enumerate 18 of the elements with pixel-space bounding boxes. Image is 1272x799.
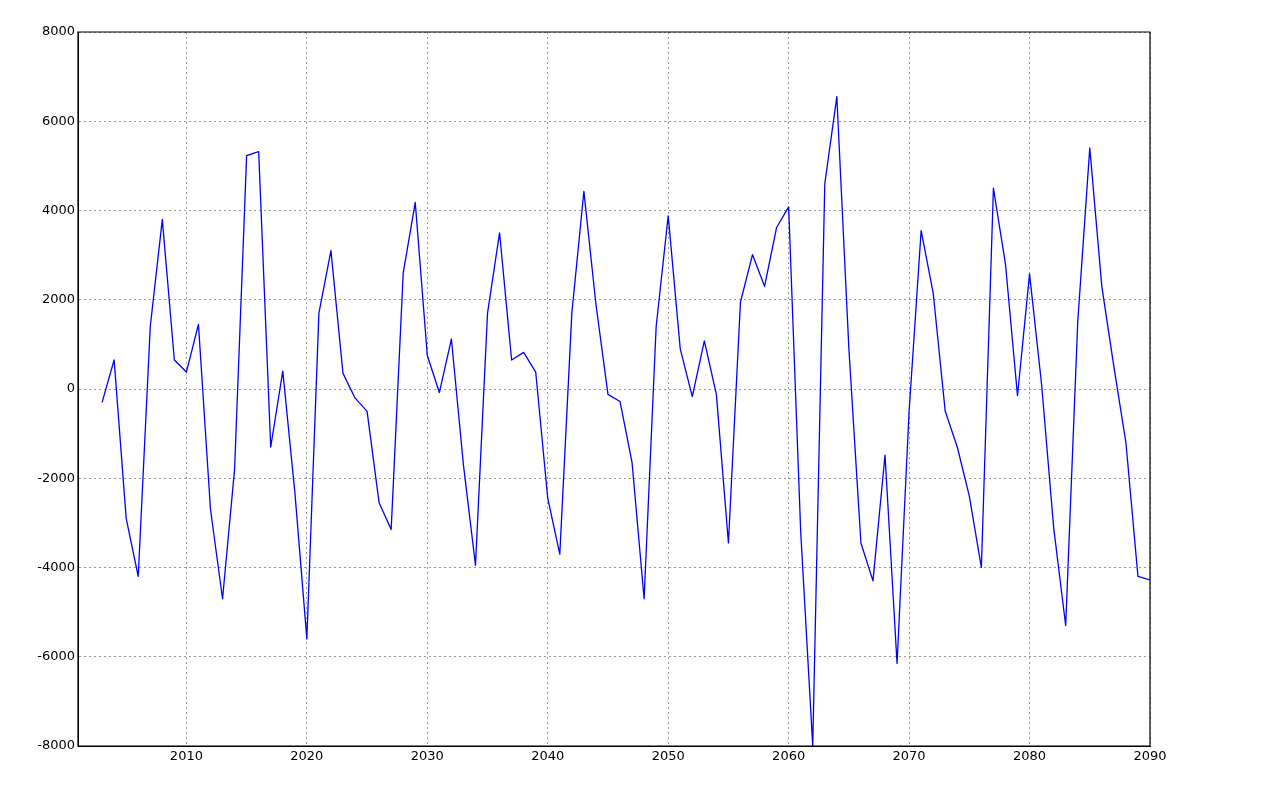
- y-tick-label: -8000: [37, 737, 75, 753]
- x-tick-label: 2070: [892, 748, 926, 764]
- y-tick-label: 0: [66, 380, 75, 396]
- x-tick-label: 2050: [651, 748, 685, 764]
- y-tick-label: -4000: [37, 558, 75, 574]
- y-tick-label: 4000: [41, 201, 75, 217]
- x-tick-label: 2020: [290, 748, 324, 764]
- y-tick-label: -2000: [37, 469, 75, 485]
- y-tick-label: 2000: [41, 291, 75, 307]
- x-tick-label: 2010: [169, 748, 203, 764]
- x-tick-label: 2060: [772, 748, 806, 764]
- x-tick-label: 2080: [1013, 748, 1047, 764]
- x-tick-label: 2040: [531, 748, 565, 764]
- x-tick-label: 2090: [1133, 748, 1167, 764]
- y-tick-label: -6000: [37, 648, 75, 664]
- y-tick-label: 6000: [41, 112, 75, 128]
- x-tick-label: 2030: [410, 748, 444, 764]
- y-tick-label: 8000: [41, 23, 75, 39]
